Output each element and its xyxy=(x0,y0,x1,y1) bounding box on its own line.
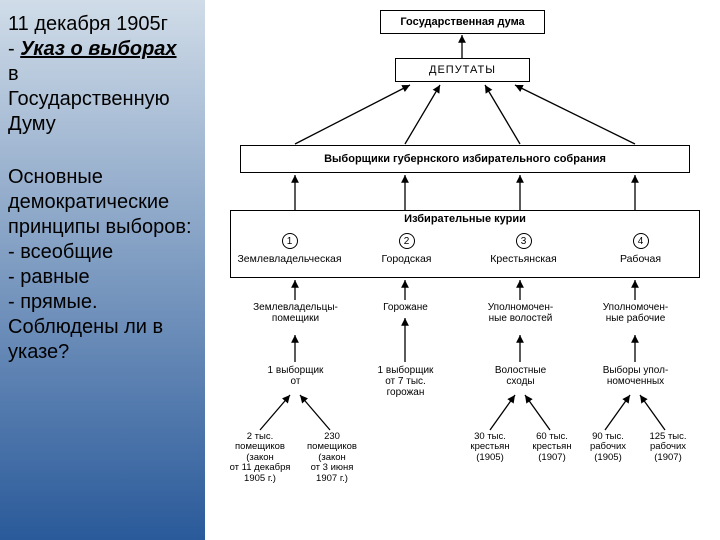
principles-tail: Соблюдены ли в указе? xyxy=(8,316,163,363)
leaf-2: 230помещиков(законот 3 июня1907 г.) xyxy=(297,432,367,484)
mid-3: Волостныесходы xyxy=(468,365,573,387)
line-gos: Государственную xyxy=(8,88,170,110)
diagram-panel: Государственная дума ДЕПУТАТЫ Выборщики … xyxy=(205,0,720,540)
electors-box: Выборщики губернского избирательного соб… xyxy=(240,145,690,173)
principle-3: - прямые. xyxy=(8,291,98,313)
curia-num-4: 4 xyxy=(633,233,649,249)
mid-1: 1 выборщикот xyxy=(243,365,348,387)
mid-2: 1 выборщикот 7 тыс.горожан xyxy=(353,365,458,398)
deputies-label: ДЕПУТАТЫ xyxy=(429,64,496,76)
curiae-box: Избирательные курии 1 Землевладельческая… xyxy=(230,210,700,278)
date-line: 11 декабря 1905г xyxy=(8,13,168,35)
leaf-3: 30 тыс.крестьян(1905) xyxy=(455,432,525,463)
curia-name-2: Городская xyxy=(348,253,465,265)
deputies-box: ДЕПУТАТЫ xyxy=(395,58,530,82)
line-v: в xyxy=(8,63,19,85)
principles-head: Основные демократические принципы выборо… xyxy=(8,166,192,238)
electors-label: Выборщики губернского избирательного соб… xyxy=(324,153,606,165)
inter-1: Землевладельцы-помещики xyxy=(243,302,348,324)
leaf-6: 125 тыс.рабочих(1907) xyxy=(633,432,703,463)
curia-num-1: 1 xyxy=(282,233,298,249)
line-dumu: Думу xyxy=(8,113,56,135)
principles-block: Основные демократические принципы выборо… xyxy=(8,165,197,365)
curia-num-3: 3 xyxy=(516,233,532,249)
curia-name-1: Землевладельческая xyxy=(231,253,348,265)
duma-box: Государственная дума xyxy=(380,10,545,34)
title-block: 11 декабря 1905г - Указ о выборах в Госу… xyxy=(8,12,197,137)
curia-num-2: 2 xyxy=(399,233,415,249)
inter-3: Уполномочен-ные волостей xyxy=(468,302,573,324)
principle-1: - всеобщие xyxy=(8,241,113,263)
curia-name-4: Рабочая xyxy=(582,253,699,265)
principle-2: - равные xyxy=(8,266,90,288)
inter-2: Горожане xyxy=(353,302,458,313)
inter-4: Уполномочен-ные рабочие xyxy=(583,302,688,324)
leaf-1: 2 тыс.помещиков(законот 11 декабря1905 г… xyxy=(225,432,295,484)
mid-4: Выборы упол-номоченных xyxy=(583,365,688,387)
decree-link: Указ о выборах xyxy=(20,38,176,60)
dash: - xyxy=(8,38,20,60)
duma-label: Государственная дума xyxy=(400,16,524,28)
left-panel: 11 декабря 1905г - Указ о выборах в Госу… xyxy=(0,0,205,540)
curia-name-3: Крестьянская xyxy=(465,253,582,265)
